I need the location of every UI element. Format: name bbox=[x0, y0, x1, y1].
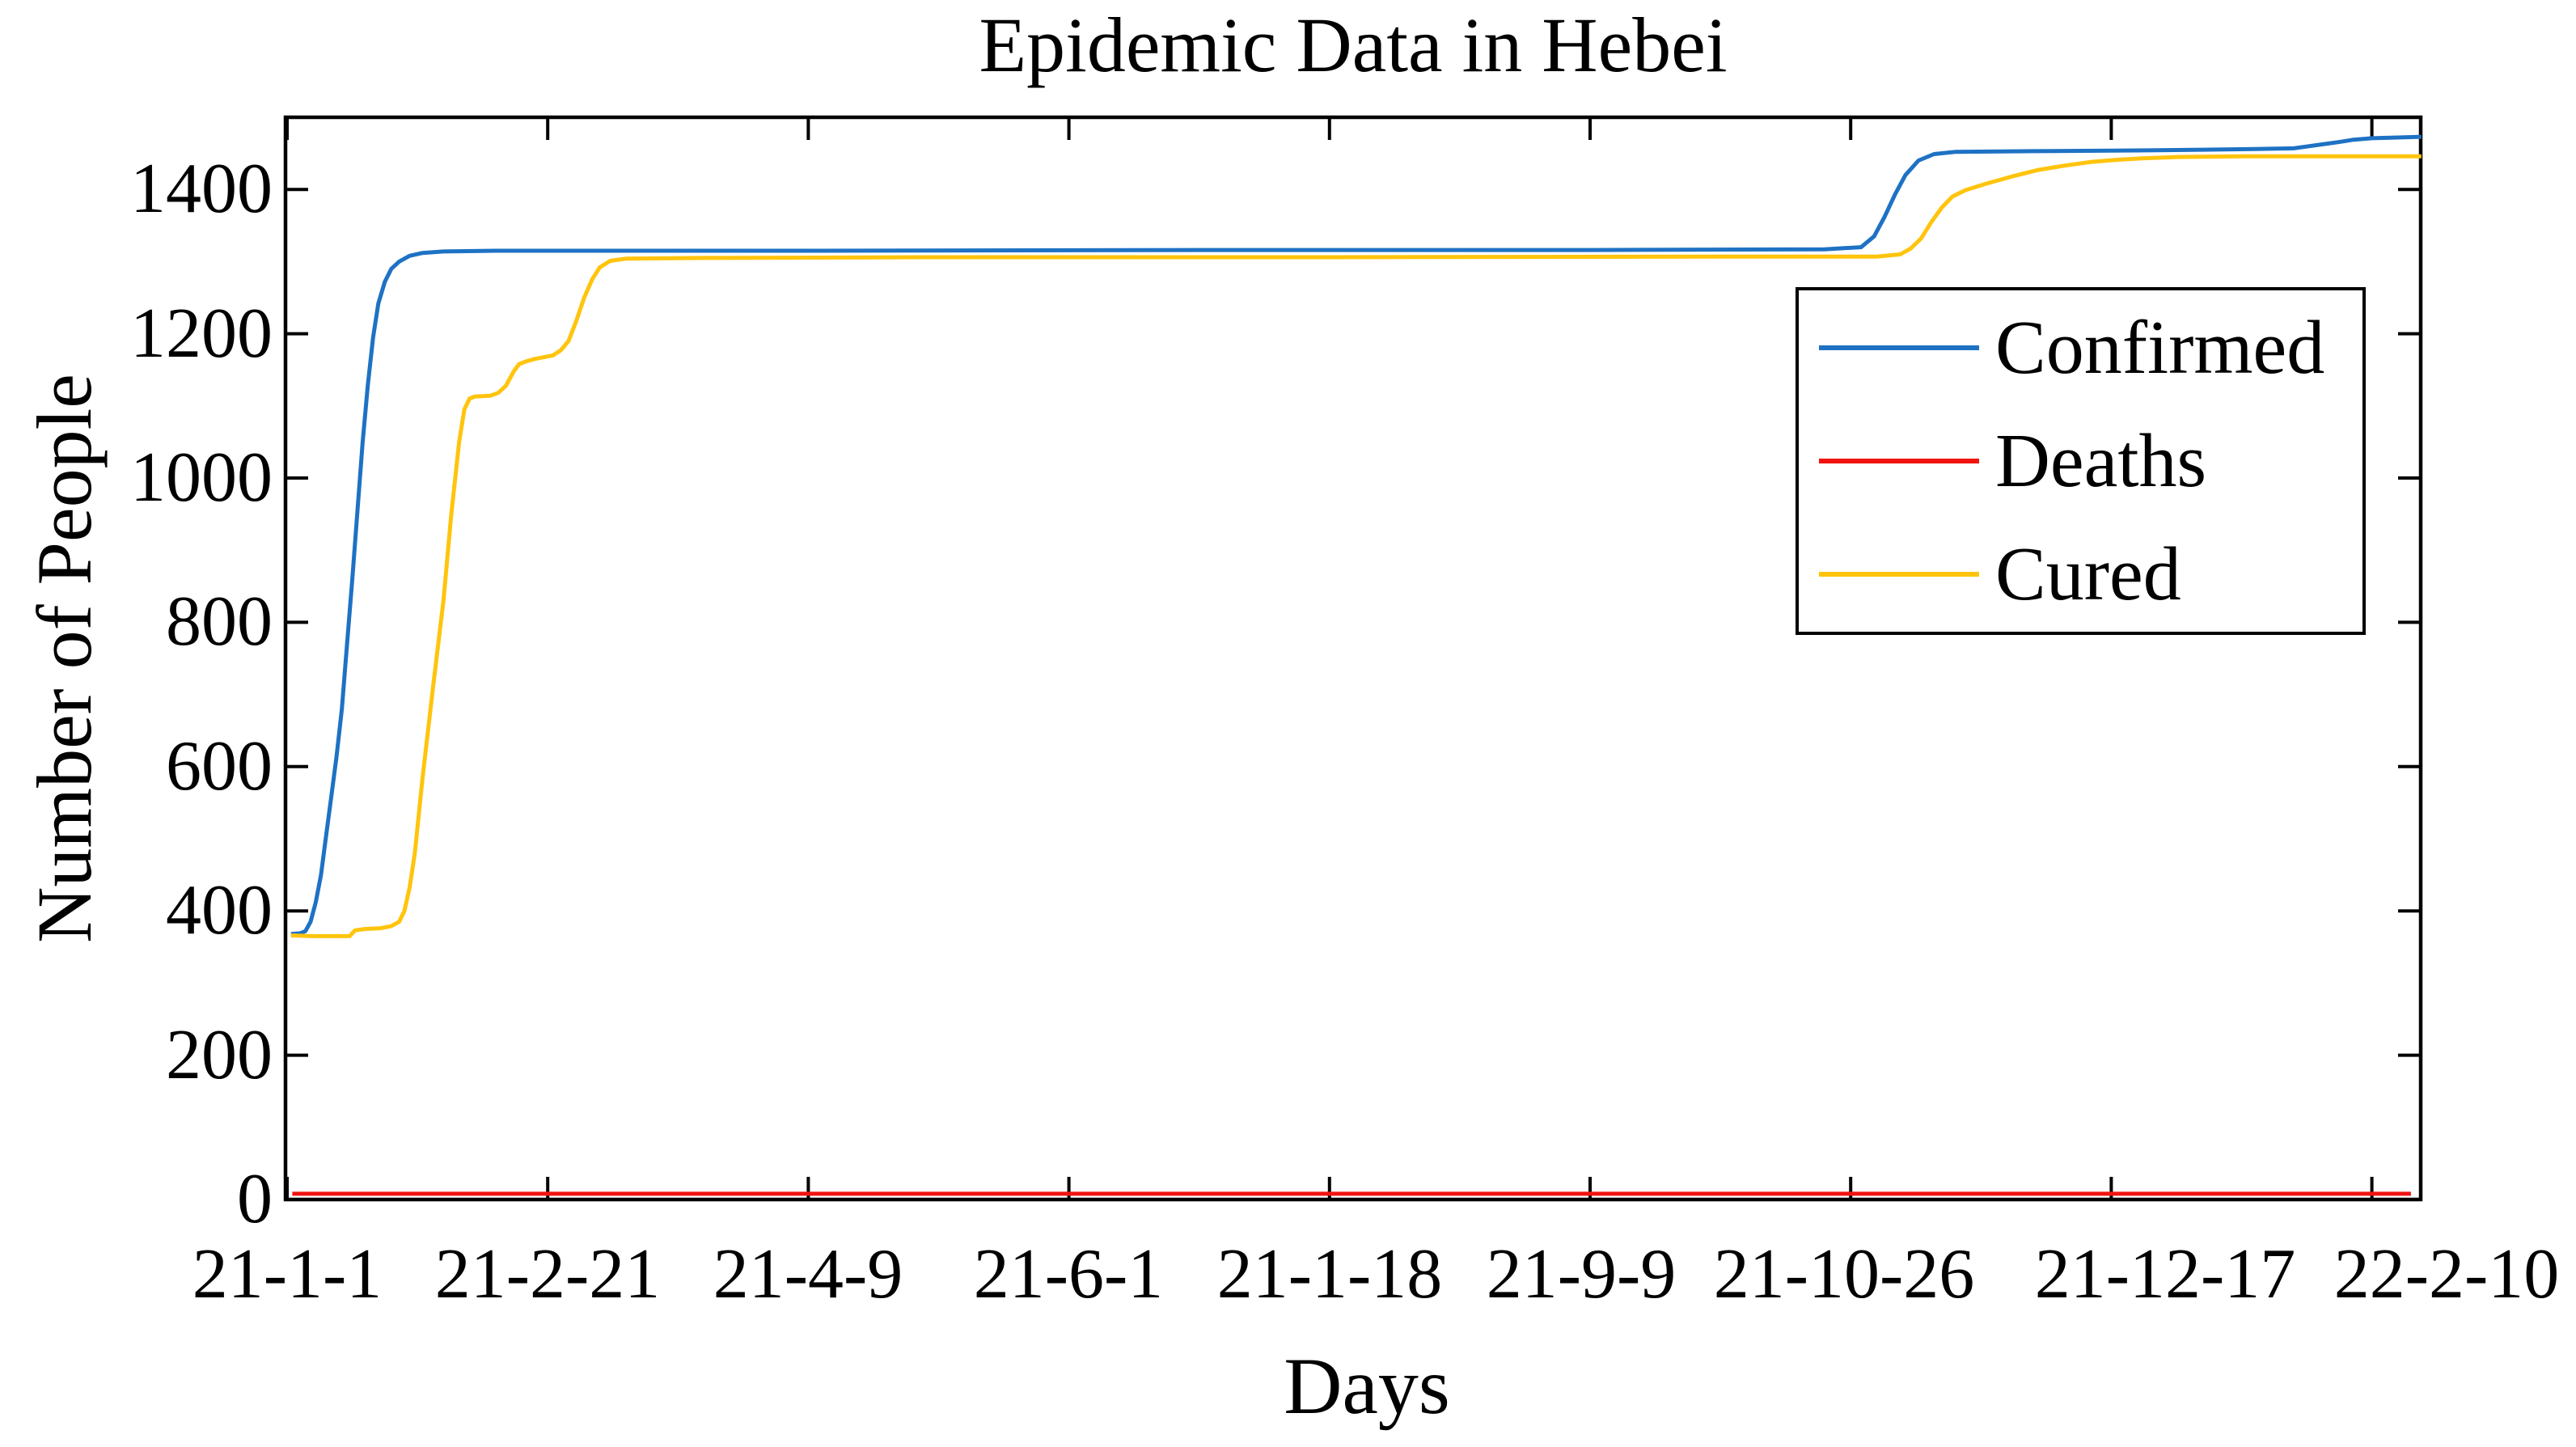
x-tick-label: 21-1-18 bbox=[1216, 1235, 1443, 1314]
deaths-line-swatch bbox=[1819, 459, 1979, 463]
y-tick-label: 800 bbox=[166, 582, 273, 662]
y-tick-label: 1000 bbox=[130, 438, 273, 517]
x-tick-label: 21-6-1 bbox=[973, 1235, 1164, 1314]
y-tick-label: 400 bbox=[166, 871, 273, 950]
x-tick-label: 21-2-21 bbox=[434, 1235, 661, 1314]
x-tick-label: 21-1-1 bbox=[192, 1235, 383, 1314]
series-line-cured bbox=[290, 154, 2422, 938]
confirmed-line-swatch bbox=[1819, 345, 1979, 350]
legend-entry-deaths: Deaths bbox=[1799, 404, 2362, 518]
legend-entry-confirmed: Confirmed bbox=[1799, 291, 2362, 404]
series-line-confirmed bbox=[290, 134, 2422, 937]
cured-line-swatch bbox=[1819, 572, 1979, 577]
legend-entry-cured: Cured bbox=[1799, 518, 2362, 631]
x-tick-label: 21-12-17 bbox=[2034, 1235, 2296, 1314]
legend-label-cured: Cured bbox=[1995, 532, 2181, 616]
y-tick-label: 600 bbox=[166, 726, 273, 806]
x-tick-label: 21-9-9 bbox=[1486, 1235, 1677, 1314]
x-tick-label: 21-10-26 bbox=[1713, 1235, 1975, 1314]
x-tick-label: 21-4-9 bbox=[713, 1235, 903, 1314]
y-tick-label: 200 bbox=[166, 1015, 273, 1094]
x-axis-label: Days bbox=[1284, 1341, 1450, 1431]
y-tick-label: 1200 bbox=[130, 294, 273, 373]
plot-border bbox=[283, 115, 2423, 1202]
legend-label-confirmed: Confirmed bbox=[1995, 306, 2325, 390]
y-tick-label: 1400 bbox=[130, 150, 273, 229]
legend-label-deaths: Deaths bbox=[1995, 419, 2207, 503]
x-tick-label: 22-2-10 bbox=[2333, 1235, 2560, 1314]
chart-title: Epidemic Data in Hebei bbox=[979, 2, 1728, 88]
legend-box: Confirmed Deaths Cured bbox=[1796, 287, 2366, 635]
y-tick-label: 0 bbox=[237, 1160, 273, 1238]
